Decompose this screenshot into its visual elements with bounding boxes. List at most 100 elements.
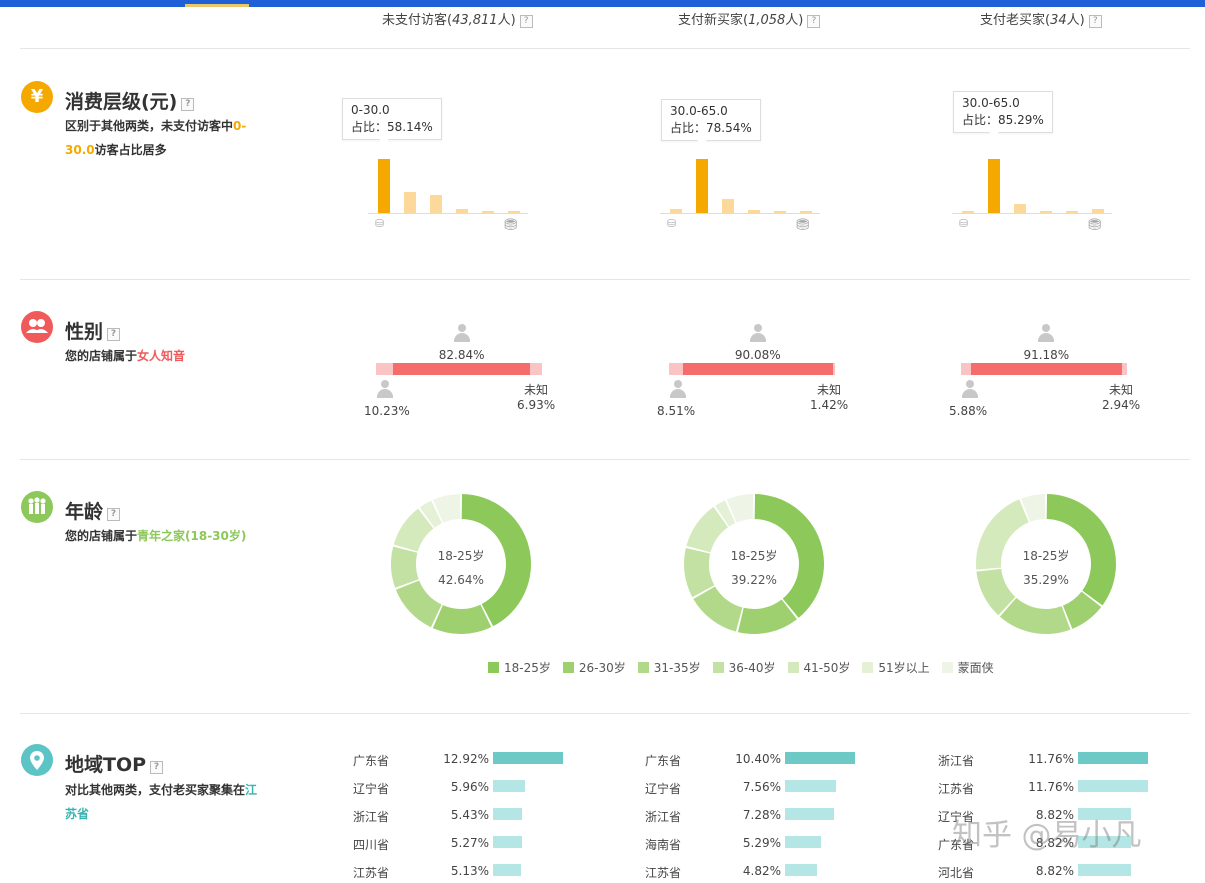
users-icon [21, 311, 53, 343]
help-icon[interactable]: ? [181, 98, 195, 111]
chart-bar[interactable] [404, 192, 416, 213]
chart-bar[interactable] [482, 211, 494, 213]
help-icon[interactable]: ? [107, 328, 121, 341]
help-icon[interactable]: ? [519, 15, 533, 28]
region-row[interactable]: 浙江省 5.43% [353, 805, 593, 825]
legend-label: 31-35岁 [653, 661, 701, 675]
region-row[interactable]: 浙江省 11.76% [938, 749, 1178, 769]
legend-item[interactable]: 41-50岁 [787, 659, 850, 676]
legend-item[interactable]: 26-30岁 [562, 659, 626, 676]
chart-bar[interactable] [1066, 211, 1078, 213]
icon-head [674, 380, 682, 388]
female-bar[interactable] [683, 363, 833, 375]
chart-bar[interactable] [1092, 209, 1104, 213]
age-donut-slice[interactable] [684, 547, 715, 598]
female-bar[interactable] [970, 363, 1123, 375]
region-row[interactable]: 海南省 5.29% [645, 833, 885, 853]
region-percentage: 5.29% [742, 836, 781, 850]
legend-item[interactable]: 蒙面侠 [941, 659, 994, 676]
age-donut-slice[interactable] [737, 599, 798, 634]
age-donut-slice[interactable] [726, 494, 754, 523]
chart-bar[interactable] [508, 211, 520, 213]
region-row[interactable]: 辽宁省 8.82% [938, 805, 1178, 825]
female-bar[interactable] [392, 363, 531, 375]
chart-bar[interactable] [722, 199, 734, 213]
age-donut-slice[interactable] [419, 500, 442, 528]
region-bar [785, 808, 834, 820]
chart-bar[interactable] [748, 210, 760, 213]
icon-body [377, 389, 393, 398]
age-donut-slice[interactable] [999, 597, 1071, 634]
region-row[interactable]: 广东省 8.82% [938, 833, 1178, 853]
section-title-spend: 消费层级(元)? [65, 87, 195, 114]
chart-bar[interactable] [430, 195, 442, 213]
legend-label: 18-25岁 [504, 661, 551, 675]
male-bar[interactable] [961, 363, 971, 375]
section-desc-gender: 您的店铺属于女人知音 [65, 349, 186, 363]
chart-bar[interactable] [696, 159, 708, 213]
age-donut-slice[interactable] [433, 494, 461, 523]
help-icon[interactable]: ? [1088, 15, 1102, 28]
chart-bar[interactable] [378, 159, 390, 213]
male-bar[interactable] [376, 363, 393, 375]
region-row[interactable]: 江苏省 5.13% [353, 861, 593, 881]
age-donut-slice[interactable] [1062, 591, 1102, 629]
unknown-bar[interactable] [530, 363, 542, 375]
chart-bar[interactable] [670, 209, 682, 213]
region-percentage: 5.43% [450, 808, 489, 822]
legend-item[interactable]: 51岁以上 [862, 659, 930, 676]
legend-swatch [637, 662, 649, 673]
chart-bar[interactable] [988, 159, 1000, 213]
coin-icon: ⛁ [375, 217, 385, 230]
chart-bar[interactable] [1040, 211, 1052, 213]
age-donut-slice[interactable] [693, 586, 743, 632]
help-icon[interactable]: ? [807, 15, 821, 28]
chart-bar[interactable] [1014, 204, 1026, 213]
icon-head [753, 324, 762, 332]
help-icon[interactable]: ? [107, 508, 121, 521]
chart-bar[interactable] [800, 211, 812, 213]
donut-center-percentage: 39.22% [731, 573, 777, 587]
tooltip-arrow [988, 131, 1000, 137]
region-row[interactable]: 河北省 8.82% [938, 861, 1178, 881]
age-donut-slice[interactable] [432, 604, 492, 634]
legend-item[interactable]: 36-40岁 [712, 659, 776, 676]
unknown-label: 未知 [1109, 383, 1134, 397]
legend-item[interactable]: 18-25岁 [488, 659, 551, 676]
region-row[interactable]: 广东省 12.92% [353, 749, 593, 769]
region-row[interactable]: 浙江省 7.28% [645, 805, 885, 825]
chart-baseline [952, 213, 1112, 214]
age-donut-slice[interactable] [715, 500, 736, 527]
region-name: 辽宁省 [938, 810, 975, 824]
icon-head [381, 380, 389, 388]
column-header-returning-buyers: 支付老买家(34人)? [980, 9, 1102, 28]
region-row[interactable]: 江苏省 4.82% [645, 861, 885, 881]
age-donut-slice[interactable] [391, 546, 419, 588]
region-name: 广东省 [353, 754, 390, 768]
region-row[interactable]: 辽宁省 5.96% [353, 777, 593, 797]
region-row[interactable]: 四川省 5.27% [353, 833, 593, 853]
legend-swatch [941, 662, 953, 673]
age-legend: 18-25岁 26-30岁 31-35岁 36-40岁 41-50岁 51岁以上 蒙面侠 [488, 659, 1006, 676]
unknown-bar[interactable] [832, 363, 835, 375]
region-row[interactable]: 广东省 10.40% [645, 749, 885, 769]
region-percentage: 11.76% [1028, 780, 1074, 794]
region-name: 四川省 [353, 838, 390, 852]
region-percentage: 5.13% [450, 864, 489, 878]
legend-item[interactable]: 31-35岁 [637, 659, 701, 676]
male-bar[interactable] [669, 363, 684, 375]
male-icon [961, 380, 979, 398]
chart-baseline [660, 213, 820, 214]
region-row[interactable]: 江苏省 11.76% [938, 777, 1178, 797]
chart-bar[interactable] [962, 211, 974, 213]
age-donut-slice[interactable] [1021, 494, 1046, 522]
chart-bar[interactable] [456, 209, 468, 213]
chart-bar[interactable] [774, 211, 786, 213]
region-name: 江苏省 [645, 866, 682, 880]
unknown-bar[interactable] [1122, 363, 1127, 375]
donut-center-age: 18-25岁 [437, 549, 485, 563]
column-header-new-buyers: 支付新买家(1,058人)? [678, 9, 821, 28]
help-icon[interactable]: ? [150, 761, 164, 774]
region-percentage: 7.28% [742, 808, 781, 822]
region-row[interactable]: 辽宁省 7.56% [645, 777, 885, 797]
